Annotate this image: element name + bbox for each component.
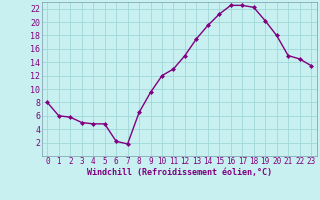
X-axis label: Windchill (Refroidissement éolien,°C): Windchill (Refroidissement éolien,°C): [87, 168, 272, 177]
